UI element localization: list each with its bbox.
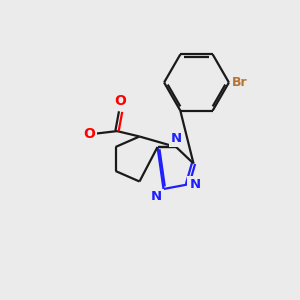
- Text: N: N: [170, 132, 182, 145]
- Text: N: N: [189, 178, 200, 191]
- Text: O: O: [83, 127, 95, 140]
- Text: O: O: [115, 94, 127, 108]
- Text: N: N: [151, 190, 162, 203]
- Text: Br: Br: [232, 76, 248, 89]
